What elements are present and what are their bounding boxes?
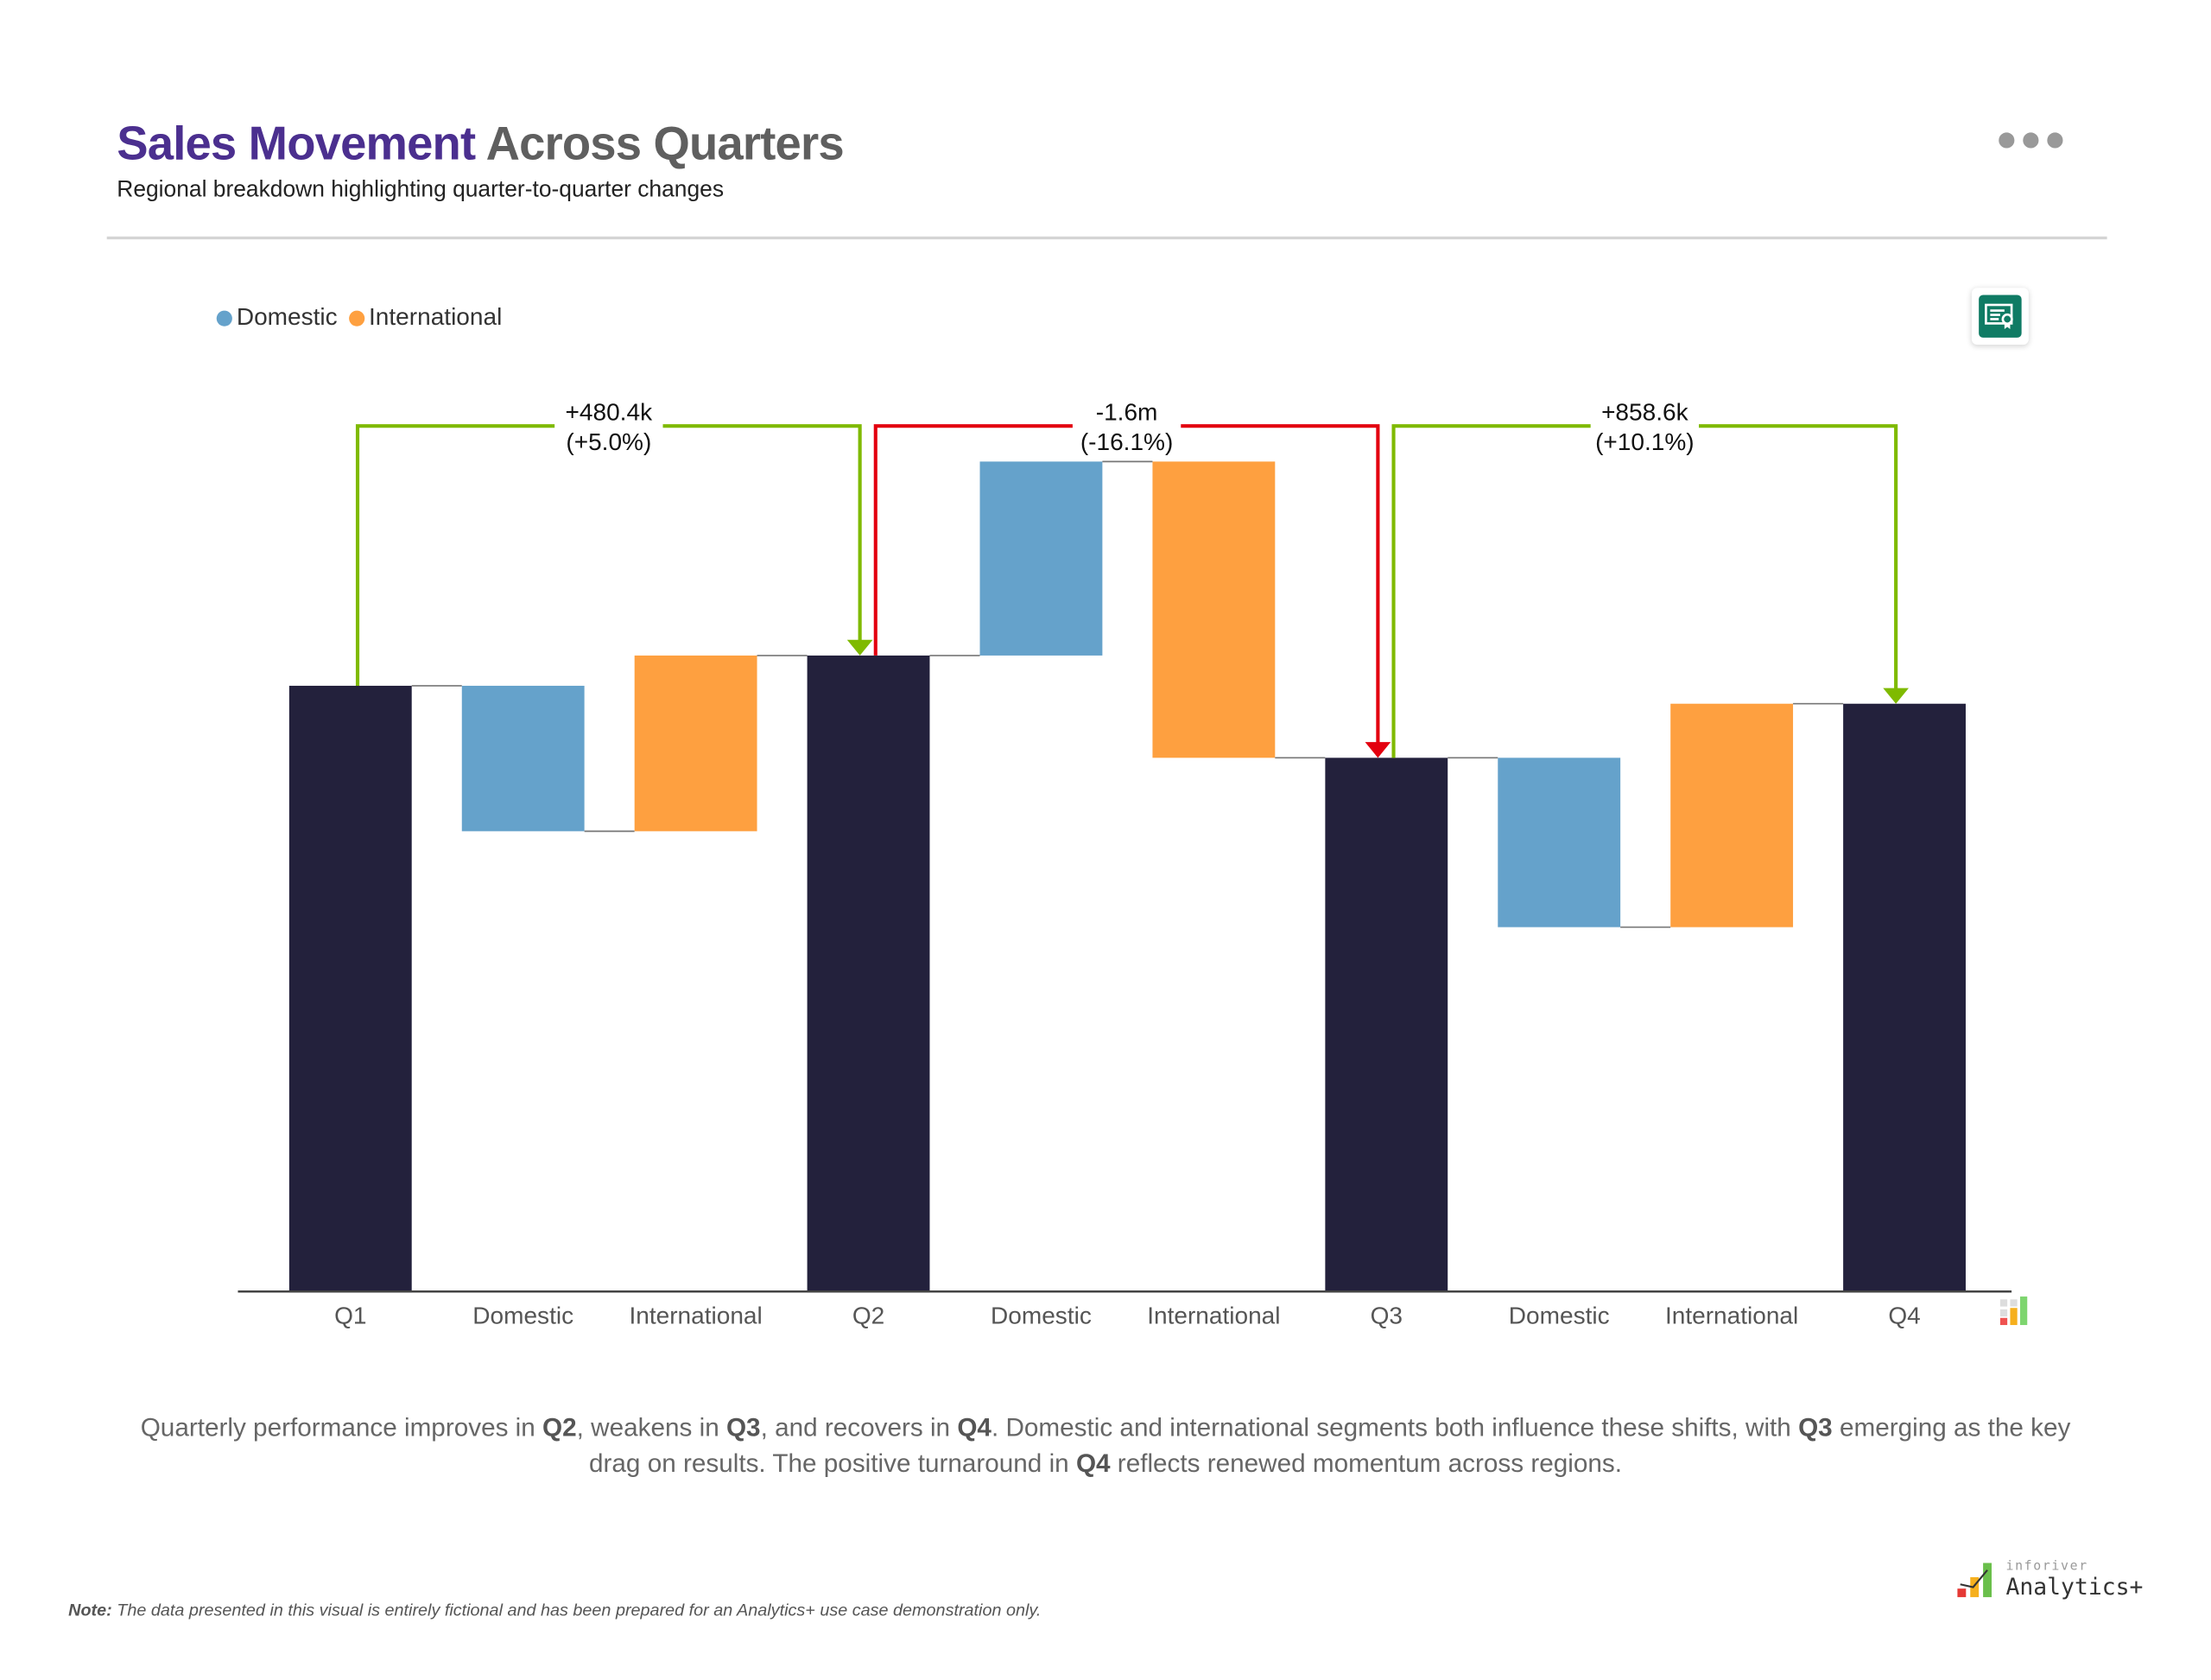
x-tick-label: Domestic <box>472 1302 573 1328</box>
chart-type-icon <box>1999 1317 2008 1326</box>
bar-domestic <box>979 461 1103 656</box>
logo-bars-icon <box>1957 1563 1992 1598</box>
comparison-label-bg <box>554 396 663 456</box>
x-tick-label: Q2 <box>852 1302 884 1328</box>
summary-highlight: Q3 <box>725 1413 761 1442</box>
title-accent: Sales Movement <box>117 117 476 170</box>
x-tick-label: Q4 <box>1888 1302 1920 1328</box>
summary-highlight: Q2 <box>542 1413 577 1442</box>
header-divider <box>106 236 2107 240</box>
comparison-delta-label: +858.6k <box>1601 399 1689 426</box>
comparison-arrow <box>1883 688 1910 704</box>
chart-type-icon <box>2019 1296 2028 1326</box>
chart-summary: Quarterly performance improves in Q2, we… <box>114 1411 2097 1481</box>
certificate-button[interactable] <box>1971 288 2029 346</box>
legend-swatch-international <box>348 309 365 326</box>
bar-total <box>807 655 930 1291</box>
comparison-arrow <box>846 639 873 656</box>
bar-domestic <box>461 685 585 832</box>
footnote: Note: The data presented in this visual … <box>68 1600 1041 1620</box>
chart-type-icon <box>1999 1299 2008 1307</box>
page-title: Sales Movement Across Quarters <box>117 117 844 171</box>
bar-total <box>1843 703 1966 1291</box>
comparison-delta-label: +480.4k <box>566 399 654 426</box>
summary-text: Quarterly performance improves in <box>140 1413 543 1442</box>
comparison-delta-label: -1.6m <box>1096 399 1158 426</box>
summary-highlight: Q4 <box>957 1413 991 1442</box>
logo-brand: inforiver <box>2005 1560 2088 1575</box>
comparison-percent-label: (+10.1%) <box>1595 428 1695 455</box>
x-tick-label: International <box>1665 1302 1798 1328</box>
summary-text: , and recovers in <box>760 1413 958 1442</box>
bar-international <box>1152 461 1276 758</box>
bar-domestic <box>1498 758 1621 928</box>
legend-item-domestic[interactable]: Domestic <box>216 303 338 332</box>
summary-highlight: Q3 <box>1798 1413 1833 1442</box>
legend-label: Domestic <box>236 303 338 331</box>
summary-text: . Domestic and international segments bo… <box>991 1413 1799 1442</box>
comparison-label-bg <box>1590 396 1700 456</box>
x-tick-label: Q1 <box>334 1302 366 1328</box>
bar-international <box>634 655 757 832</box>
legend-swatch-domestic <box>216 309 232 326</box>
dot <box>2023 132 2039 149</box>
comparison-bracket <box>873 424 1380 744</box>
x-tick-label: International <box>1147 1302 1280 1328</box>
comparison-bracket <box>355 424 862 686</box>
bar-total <box>288 685 412 1291</box>
chart-type-icon <box>2010 1308 2018 1326</box>
comparison-bracket <box>1391 424 1898 758</box>
x-tick-label: Q3 <box>1371 1302 1403 1328</box>
summary-text: , weakens in <box>576 1413 726 1442</box>
dot <box>2047 132 2063 149</box>
waterfall-chart: Q1 Domestic International Q2 Domestic Interna… <box>238 396 2028 1329</box>
chart-type-icon <box>1999 1309 2008 1317</box>
more-horizontal-icon <box>1999 132 2015 149</box>
logo-product: Analytics+ <box>2005 1573 2144 1601</box>
certificate-icon <box>1979 295 2022 338</box>
summary-text: emerging as the key drag on results. The… <box>589 1413 2071 1478</box>
note-text: The data presented in this visual is ent… <box>111 1600 1042 1620</box>
chart-type-icon <box>2010 1299 2018 1307</box>
comparison-label-bg <box>1072 396 1182 456</box>
comparison-arrow <box>1365 742 1391 758</box>
more-options-button[interactable] <box>1999 132 2063 149</box>
x-tick-label: Domestic <box>991 1302 1092 1328</box>
summary-highlight: Q4 <box>1075 1449 1111 1478</box>
bar-total <box>1325 758 1448 1291</box>
x-tick-label: Domestic <box>1509 1302 1610 1328</box>
comparison-percent-label: (-16.1%) <box>1080 428 1174 455</box>
legend-item-international[interactable]: International <box>348 303 503 332</box>
legend-label: International <box>368 303 503 331</box>
analytics-plus-logo: inforiver Analytics+ <box>1954 1557 2143 1600</box>
summary-text: reflects renewed momentum across regions… <box>1110 1449 1622 1478</box>
chart-legend: Domestic International <box>216 303 514 332</box>
bar-international <box>1670 703 1794 928</box>
note-label: Note: <box>68 1600 112 1620</box>
page-subtitle: Regional breakdown highlighting quarter-… <box>117 178 725 203</box>
comparison-percent-label: (+5.0%) <box>566 428 651 455</box>
title-rest: Across Quarters <box>485 117 845 170</box>
x-tick-label: International <box>629 1302 762 1328</box>
